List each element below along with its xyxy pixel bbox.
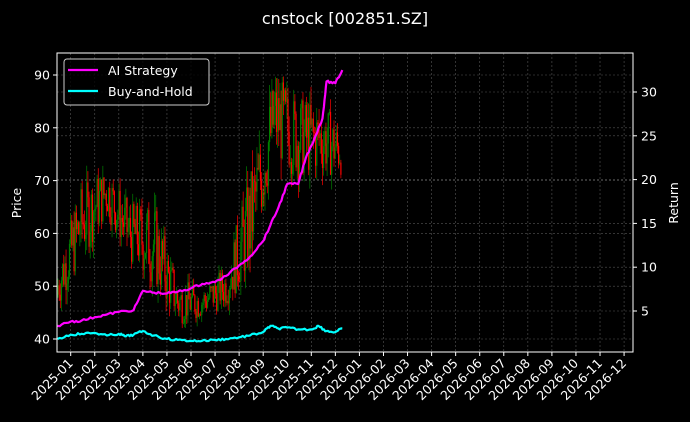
left-tick-label: 80 [34,120,50,135]
left-tick-label: 90 [34,68,50,83]
right-tick-label: 10 [641,260,657,275]
legend: AI Strategy Buy-and-Hold [63,58,210,106]
chart-title: cnstock [002851.SZ] [262,9,428,28]
right-tick-label: 5 [641,304,649,319]
plot-frame [56,52,634,353]
left-axis-label: Price [9,187,24,218]
buy-and-hold-line [57,324,343,343]
left-tick-label: 70 [34,173,50,188]
legend-box [63,58,210,106]
right-tick-label: 30 [641,85,657,100]
left-tick-label: 60 [34,226,50,241]
candlesticks [57,76,342,329]
ai-strategy-line [57,69,344,328]
left-price-axis: 40 50 60 70 80 90 [34,68,57,347]
legend-label-ai-strategy: AI Strategy [108,63,178,78]
right-tick-label: 25 [641,128,657,143]
right-tick-label: 20 [641,172,657,187]
legend-label-buy-and-hold: Buy-and-Hold [108,84,193,99]
return-lines [57,69,344,343]
left-tick-label: 40 [34,332,50,347]
right-axis-label: Return [666,182,681,223]
right-return-axis: 5 10 15 20 25 30 [633,85,657,319]
left-tick-label: 50 [34,279,50,294]
right-tick-label: 15 [641,216,657,231]
